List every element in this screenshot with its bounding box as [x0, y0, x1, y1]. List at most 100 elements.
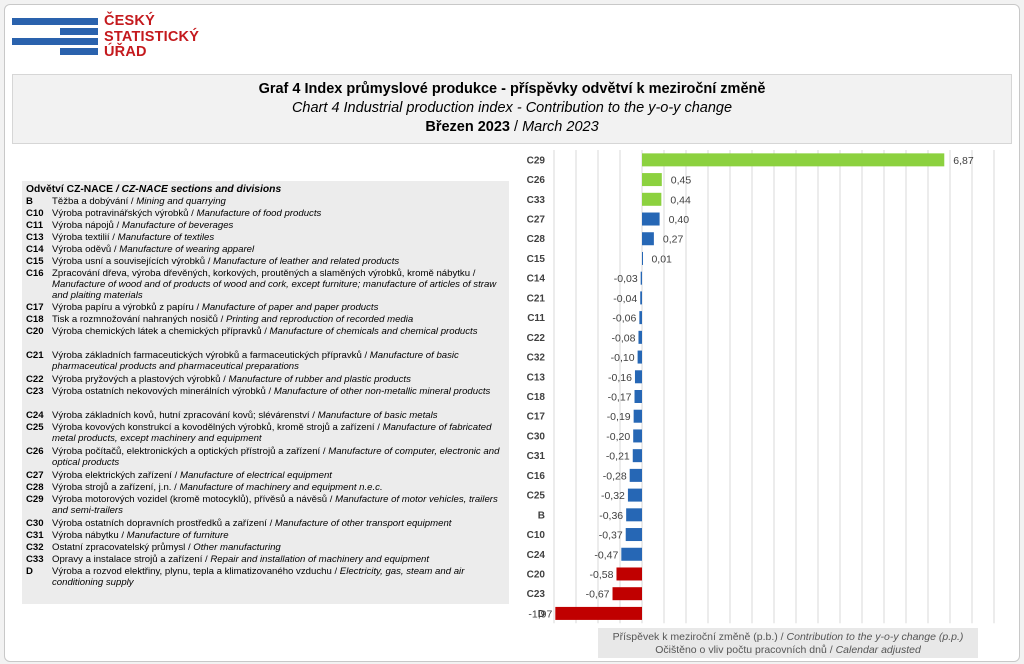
category-label: C31	[527, 451, 546, 462]
bar-c31	[632, 449, 642, 463]
legend-code: C24	[26, 410, 44, 421]
logo-stripe	[60, 48, 98, 55]
legend-description: Výroba textilií / Manufacture of textile…	[52, 232, 502, 243]
period-separator: /	[509, 119, 523, 135]
legend-description-cz: Výroba elektrických zařízení /	[52, 470, 180, 481]
legend-description-cz: Výroba kovových konstrukcí a kovodělných…	[52, 422, 383, 433]
legend-code: C30	[26, 518, 44, 529]
category-label: C30	[527, 431, 546, 442]
legend-description-en: Manufacture of furniture	[126, 530, 229, 541]
legend-description-en: Manufacture of motor vehicles, trailers …	[52, 494, 498, 516]
category-label: C16	[527, 471, 546, 482]
legend-description: Tisk a rozmnožování nahraných nosičů / P…	[52, 314, 502, 325]
data-label: -0,16	[608, 372, 632, 384]
category-label: C23	[527, 589, 546, 600]
data-label: 0,27	[663, 234, 684, 246]
bar-c24	[621, 547, 642, 561]
legend-description-cz: Výroba chemických látek a chemických pří…	[52, 326, 270, 337]
legend-description-en: Mining and quarrying	[136, 196, 226, 207]
legend-code: C14	[26, 244, 44, 255]
adjustment-note: Očištěno o vliv počtu pracovních dnů / C…	[598, 644, 978, 656]
logo-stripe	[12, 38, 98, 45]
legend-description-cz: Zpracování dřeva, výroba dřevěných, kork…	[52, 268, 476, 279]
legend-description: Výroba usní a souvisejících výrobků / Ma…	[52, 256, 502, 267]
data-label: 0,44	[670, 194, 691, 206]
data-label: -0,04	[613, 293, 637, 305]
data-label: -0,19	[607, 411, 631, 423]
category-label: C13	[527, 372, 546, 383]
legend-description-cz: Výroba oděvů /	[52, 244, 120, 255]
axis-title-en: Contribution to the y-o-y change (p.p.)	[786, 631, 964, 643]
legend-description-cz: Výroba textilií /	[52, 232, 118, 243]
bar-c22	[638, 330, 642, 344]
legend-header-en: / CZ-NACE sections and divisions	[115, 184, 282, 195]
adjustment-note-cz: Očištěno o vliv počtu pracovních dnů /	[655, 644, 836, 656]
category-label: C24	[527, 550, 546, 561]
bar-c15	[642, 251, 643, 265]
chart-title-en: Chart 4 Industrial production index - Co…	[291, 100, 733, 116]
legend-code: C22	[26, 374, 44, 385]
legend-description: Zpracování dřeva, výroba dřevěných, kork…	[52, 268, 502, 301]
category-label: C32	[527, 353, 546, 364]
legend-description-en: Manufacture of paper and paper products	[201, 302, 379, 313]
data-label: -0,37	[599, 530, 623, 542]
data-label: 6,87	[953, 155, 974, 167]
bar-c23	[612, 587, 642, 601]
legend-description-en: Printing and reproduction of recorded me…	[226, 314, 414, 325]
legend-description-cz: Výroba základních farmaceutických výrobk…	[52, 350, 370, 361]
data-label: -0,17	[608, 392, 632, 404]
category-label: C11	[527, 313, 545, 324]
data-label: -0,06	[612, 313, 636, 325]
legend-code: C16	[26, 268, 44, 279]
bar-c11	[639, 311, 642, 325]
legend-code: C27	[26, 470, 44, 481]
legend-description-en: Manufacture of textiles	[117, 232, 215, 243]
data-label: -0,21	[606, 451, 630, 463]
bar-c26	[642, 173, 662, 187]
legend-description-cz: Výroba usní a souvisejících výrobků /	[52, 256, 214, 267]
legend-description-cz: Výroba nábytku /	[52, 530, 127, 541]
bar-c29	[642, 153, 945, 167]
category-label: C33	[527, 195, 546, 206]
legend-description-en: Manufacture of other non-metallic minera…	[273, 386, 491, 397]
data-label: -1,97	[528, 608, 552, 620]
legend-code: C18	[26, 314, 44, 325]
czso-logo: ČESKÝ STATISTICKÝ ÚŘAD	[12, 13, 202, 64]
bar-d	[555, 606, 642, 620]
bar-c33	[642, 192, 662, 206]
legend-description: Výroba oděvů / Manufacture of wearing ap…	[52, 244, 502, 255]
legend-description: Výroba nápojů / Manufacture of beverages	[52, 220, 502, 231]
bar-c28	[642, 232, 654, 246]
legend-description: Výroba ostatních dopravních prostředků a…	[52, 518, 502, 529]
legend-description-en: Manufacture of wearing apparel	[119, 244, 255, 255]
bar-c30	[633, 429, 642, 443]
legend-description: Výroba strojů a zařízení, j.n. / Manufac…	[52, 482, 502, 493]
period-en: March 2023	[522, 119, 599, 135]
chart-period: Březen 2023 / March 2023	[13, 119, 1011, 135]
data-label: -0,20	[606, 431, 630, 443]
chart-title-box: Graf 4 Index průmyslové produkce - přísp…	[12, 74, 1012, 144]
legend-description: Výroba ostatních nekovových minerálních …	[52, 386, 502, 397]
category-label: C18	[527, 392, 546, 403]
category-label: D	[538, 609, 545, 620]
bar-c27	[642, 212, 660, 226]
category-label: C10	[527, 530, 546, 541]
logo-line: STATISTICKÝ	[104, 28, 200, 45]
legend-description: Výroba a rozvod elektřiny, plynu, tepla …	[52, 566, 502, 588]
legend-description-en: Manufacture of machinery and equipment n…	[179, 482, 383, 493]
legend-description-en: Manufacture of beverages	[121, 220, 234, 231]
logo-wordmark: ČESKÝ STATISTICKÝ ÚŘAD	[104, 13, 200, 61]
category-label: C26	[527, 175, 546, 186]
legend-description: Výroba kovových konstrukcí a kovodělných…	[52, 422, 502, 444]
legend-description-en: Manufacture of other transport equipment	[274, 518, 452, 529]
legend-code: C21	[26, 350, 44, 361]
legend-description: Výroba potravinářských výrobků / Manufac…	[52, 208, 502, 219]
legend-description: Výroba elektrických zařízení / Manufactu…	[52, 470, 502, 481]
bar-c21	[640, 291, 642, 305]
legend-description: Výroba motorových vozidel (kromě motocyk…	[52, 494, 502, 516]
legend-code: C31	[26, 530, 44, 541]
legend-description-en: Manufacture of leather and related produ…	[213, 256, 400, 267]
legend-description-en: Manufacture of rubber and plastic produc…	[228, 374, 411, 385]
legend-description: Ostatní zpracovatelský průmysl / Other m…	[52, 542, 502, 553]
logo-line: ČESKÝ	[104, 13, 155, 29]
